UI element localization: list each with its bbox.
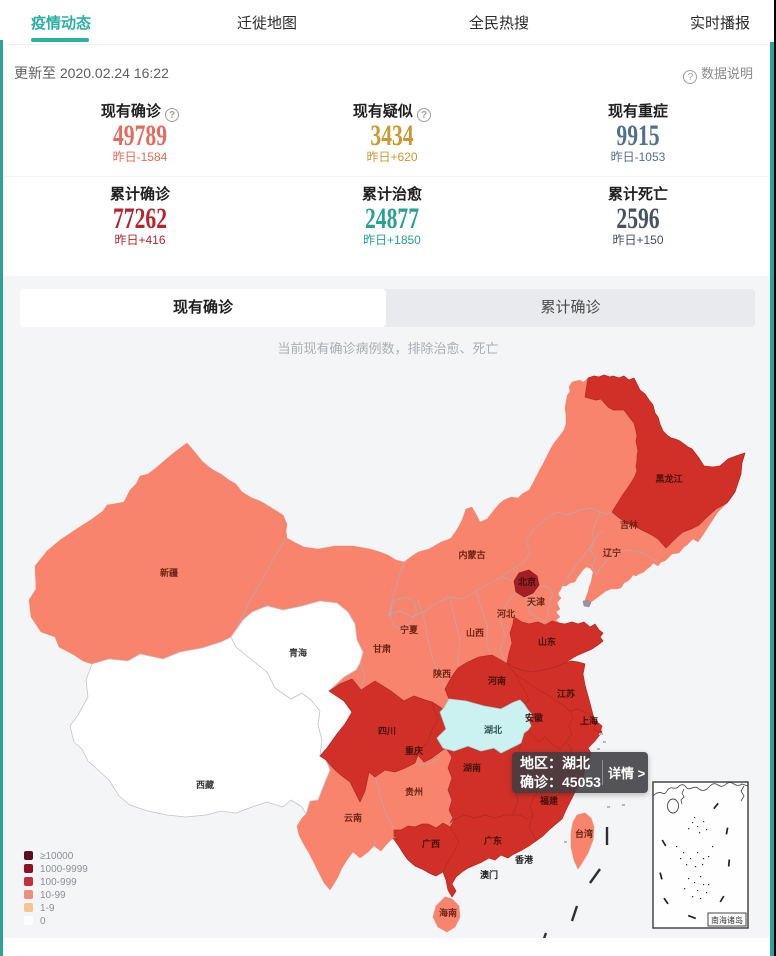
svg-text:甘肃: 甘肃 <box>373 643 391 654</box>
svg-text:河北: 河北 <box>497 608 515 619</box>
svg-text:重庆: 重庆 <box>405 745 423 756</box>
svg-text:北京: 北京 <box>518 576 536 587</box>
svg-text:四川: 四川 <box>378 726 396 736</box>
svg-text:宁夏: 宁夏 <box>400 624 419 635</box>
svg-text:吉林: 吉林 <box>620 519 639 530</box>
svg-text:河南: 河南 <box>488 675 506 686</box>
svg-text:安徽: 安徽 <box>525 712 544 723</box>
svg-text:湖南: 湖南 <box>463 762 481 773</box>
svg-text:新疆: 新疆 <box>160 567 178 578</box>
svg-text:内蒙古: 内蒙古 <box>458 549 485 560</box>
svg-text:陕西: 陕西 <box>433 668 451 679</box>
svg-text:澳门: 澳门 <box>480 869 498 880</box>
svg-text:香港: 香港 <box>514 854 534 865</box>
svg-text:海南: 海南 <box>439 907 457 918</box>
svg-text:青海: 青海 <box>289 647 307 658</box>
svg-text:天津: 天津 <box>527 596 545 607</box>
svg-text:台湾: 台湾 <box>575 828 593 839</box>
svg-text:福建: 福建 <box>539 795 559 806</box>
svg-text:山西: 山西 <box>466 627 484 638</box>
svg-text:山东: 山东 <box>538 636 556 647</box>
svg-text:贵州: 贵州 <box>405 786 423 797</box>
svg-text:广东: 广东 <box>484 835 502 846</box>
svg-text:南海诸岛: 南海诸岛 <box>711 915 743 925</box>
svg-text:黑龙江: 黑龙江 <box>655 473 682 484</box>
svg-text:上海: 上海 <box>580 715 598 726</box>
svg-text:云南: 云南 <box>344 812 362 823</box>
svg-text:广西: 广西 <box>422 838 440 849</box>
svg-text:辽宁: 辽宁 <box>603 547 621 558</box>
svg-text:西藏: 西藏 <box>196 779 214 790</box>
svg-text:湖北: 湖北 <box>484 724 502 735</box>
svg-text:江苏: 江苏 <box>557 688 575 699</box>
